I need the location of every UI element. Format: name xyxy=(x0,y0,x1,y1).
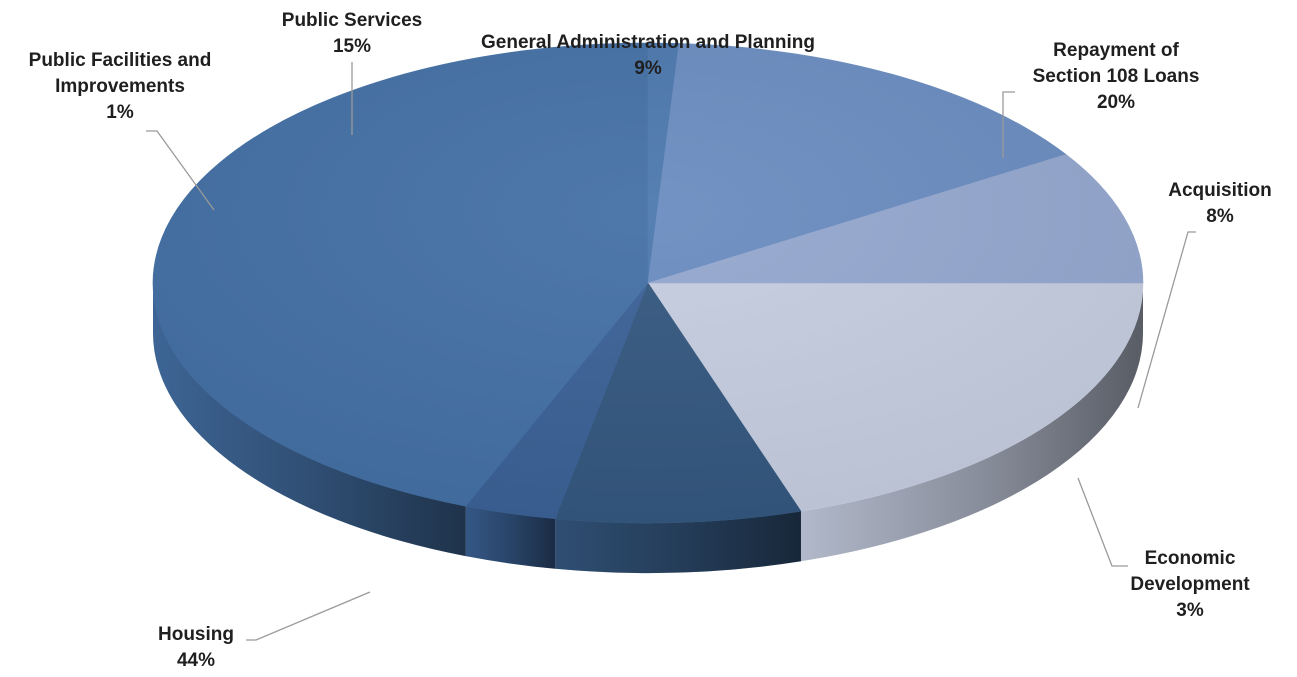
data-label-economic-development: Economic Development 3% xyxy=(1130,548,1250,621)
leader-line-repayment-of-section-108-loans xyxy=(1002,91,1015,158)
data-label-repayment-of-section-108-loans: Repayment of Section 108 Loans 20% xyxy=(1033,40,1200,113)
data-label-acquisition: Acquisition 8% xyxy=(1168,180,1271,227)
slice-category-label: Development xyxy=(1130,574,1250,595)
slice-percent-label: 1% xyxy=(106,102,134,123)
slice-percent-label: 15% xyxy=(333,36,371,57)
slice-category-label: Economic xyxy=(1145,548,1236,569)
slice-percent-label: 3% xyxy=(1176,600,1204,621)
slice-category-label: Repayment of xyxy=(1053,40,1179,61)
slice-category-label: Improvements xyxy=(55,76,185,97)
leader-line-public-facilities-and-improvements xyxy=(146,130,215,211)
slice-percent-label: 20% xyxy=(1097,92,1135,113)
leader-line-housing xyxy=(246,591,371,641)
slice-labels: Repayment of Section 108 Loans 20% Acquisit… xyxy=(29,10,1272,671)
data-label-public-services: Public Services 15% xyxy=(282,10,422,57)
data-label-housing: Housing 44% xyxy=(158,624,234,671)
slice-category-label: Public Services xyxy=(282,10,422,31)
slice-percent-label: 9% xyxy=(634,58,662,79)
leader-lines xyxy=(146,62,1196,641)
slice-percent-label: 8% xyxy=(1206,206,1234,227)
data-label-public-facilities-and-improvements: Public Facilities and Improvements 1% xyxy=(29,50,212,123)
slice-category-label: Acquisition xyxy=(1168,180,1271,201)
slice-category-label: Public Facilities and xyxy=(29,50,212,71)
slice-category-label: Section 108 Loans xyxy=(1033,66,1200,87)
data-label-general-administration-and-planning: General Administration and Planning 9% xyxy=(481,32,815,79)
leader-line-acquisition xyxy=(1137,231,1196,409)
leader-line-economic-development xyxy=(1077,477,1128,567)
pie-side-acquisition xyxy=(555,511,801,573)
slice-percent-label: 44% xyxy=(177,650,215,671)
slice-category-label: Housing xyxy=(158,624,234,645)
slice-category-label: General Administration and Planning xyxy=(481,32,815,53)
pie-top xyxy=(152,42,1144,524)
